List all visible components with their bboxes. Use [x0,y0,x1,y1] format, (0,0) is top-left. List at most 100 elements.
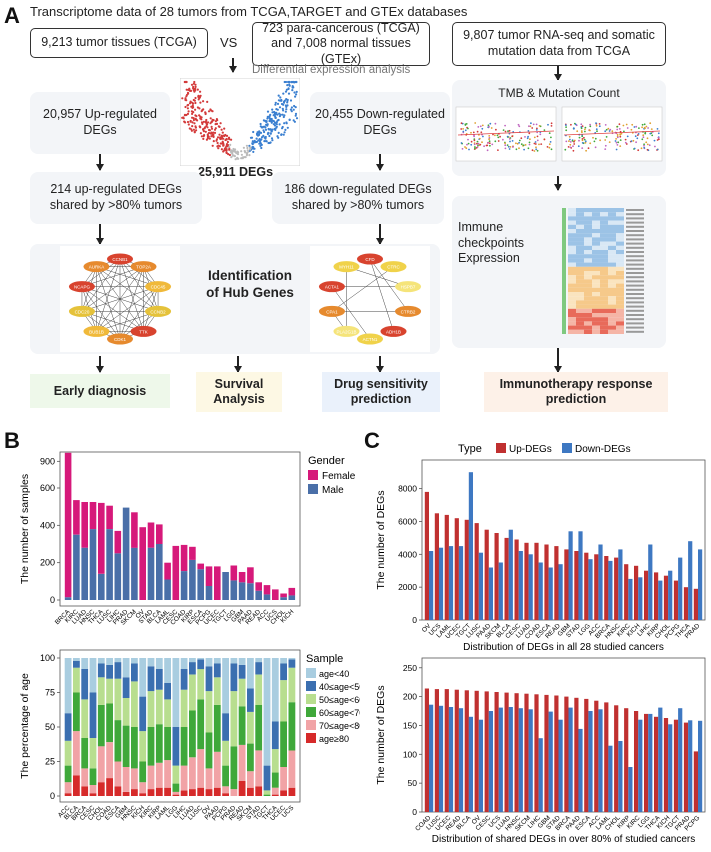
tmb-trend-line [457,130,555,136]
heatmap-cell [600,258,608,263]
b-gender-bar [131,547,138,600]
tmb-point [535,129,538,131]
network-node-label: BUB1B [89,329,104,334]
c-bottom-bar [464,690,469,812]
b-age-bar [73,667,80,693]
c-bottom-tick-label: 0 [412,807,417,817]
tmb-point [643,146,646,149]
tmb-point [538,143,540,146]
volcano-point [192,111,195,114]
volcano-point [210,131,213,134]
volcano-point [223,134,226,138]
tmb-point [573,140,575,143]
b-age-bar [197,658,205,660]
volcano-point [262,134,265,137]
heatmap-cell [608,271,616,276]
volcano-point [280,98,283,102]
tmb-point [584,140,587,143]
volcano-point [220,128,223,131]
b-top-tick-label: 400 [40,520,55,530]
b-age-bar [213,677,221,705]
heatmap-cell [568,279,576,284]
c-top-bar [568,531,573,620]
network-node [107,253,133,265]
tmb-point [473,142,476,144]
tmb-point [540,143,543,145]
tmb-point [504,147,507,150]
c-bottom-bar [444,689,449,812]
network-node-label: CTRB2 [401,309,416,314]
tmb-point [578,136,581,139]
tmb-point [635,141,637,144]
c-top-tick-label: 4000 [398,549,417,559]
c-top-bar [528,554,533,620]
b-age-bar [64,793,72,796]
volcano-point [277,131,280,134]
b-age-bar [180,689,188,727]
b-age-bar [280,790,287,796]
tmb-point [565,124,567,126]
volcano-point [222,144,225,147]
b-top-legend-title: Gender [308,455,345,467]
tmb-point [518,141,520,144]
tmb-point [637,149,640,152]
heatmap-cell [608,208,616,213]
c-top-bar [588,559,593,620]
heatmap-cell [592,329,600,334]
volcano-point [193,90,196,93]
tmb-point [599,139,601,142]
b-age-bar [255,662,263,675]
volcano-point [258,133,261,136]
volcano-point [211,110,214,113]
b-gender-bar [156,524,163,544]
c-top-bar [508,529,513,620]
heatmap-cell [592,296,600,301]
volcano-point [272,123,275,126]
b-age-bar [97,704,105,747]
b-age-bar [147,666,155,692]
volcano-point [283,131,286,134]
tmb-point [643,143,645,146]
volcano-point [191,106,194,109]
tmb-point [598,125,601,128]
tmb-point [594,137,597,140]
tmb-point [594,146,597,149]
b-age-bar [238,678,246,707]
b-age-bar [139,782,147,794]
c-bottom-bar [654,716,659,812]
heatmap-row-label [626,322,644,325]
heatmap-row-label [626,314,644,316]
volcano-point [202,120,205,123]
c-top-tick-label: 2000 [398,582,417,592]
heatmap-cell [592,208,600,213]
b-age-bar [247,771,254,788]
c-bottom-bar [474,690,479,812]
volcano-point [206,133,209,136]
volcano-point [223,147,226,150]
heatmap-cell [608,245,616,250]
heatmap-cell [600,237,608,242]
tmb-point [465,123,468,125]
b-age-bar [131,681,138,727]
heatmap-cell [584,304,592,309]
b-age-bar [164,658,171,683]
tmb-point [634,135,637,138]
volcano-point [269,128,272,131]
b-age-bar [114,720,122,762]
tmb-point [518,139,521,142]
down-shared-box: 186 down-regulated DEGs shared by >80% t… [272,172,444,224]
tmb-point [517,123,520,126]
b-top-ylabel: The number of samples [19,474,31,584]
tmb-point [460,128,463,130]
heatmap-row-label [626,213,644,216]
heatmap-cell [616,308,624,313]
network-edge [119,258,159,312]
volcano-point [191,104,194,107]
volcano-point [221,140,224,143]
heatmap-cell [600,287,608,292]
b-gender-bar [81,547,88,600]
b-age-bar [288,659,296,668]
c-bottom-bar [498,707,503,812]
volcano-point [295,93,298,96]
c-bottom-bar [528,709,533,812]
